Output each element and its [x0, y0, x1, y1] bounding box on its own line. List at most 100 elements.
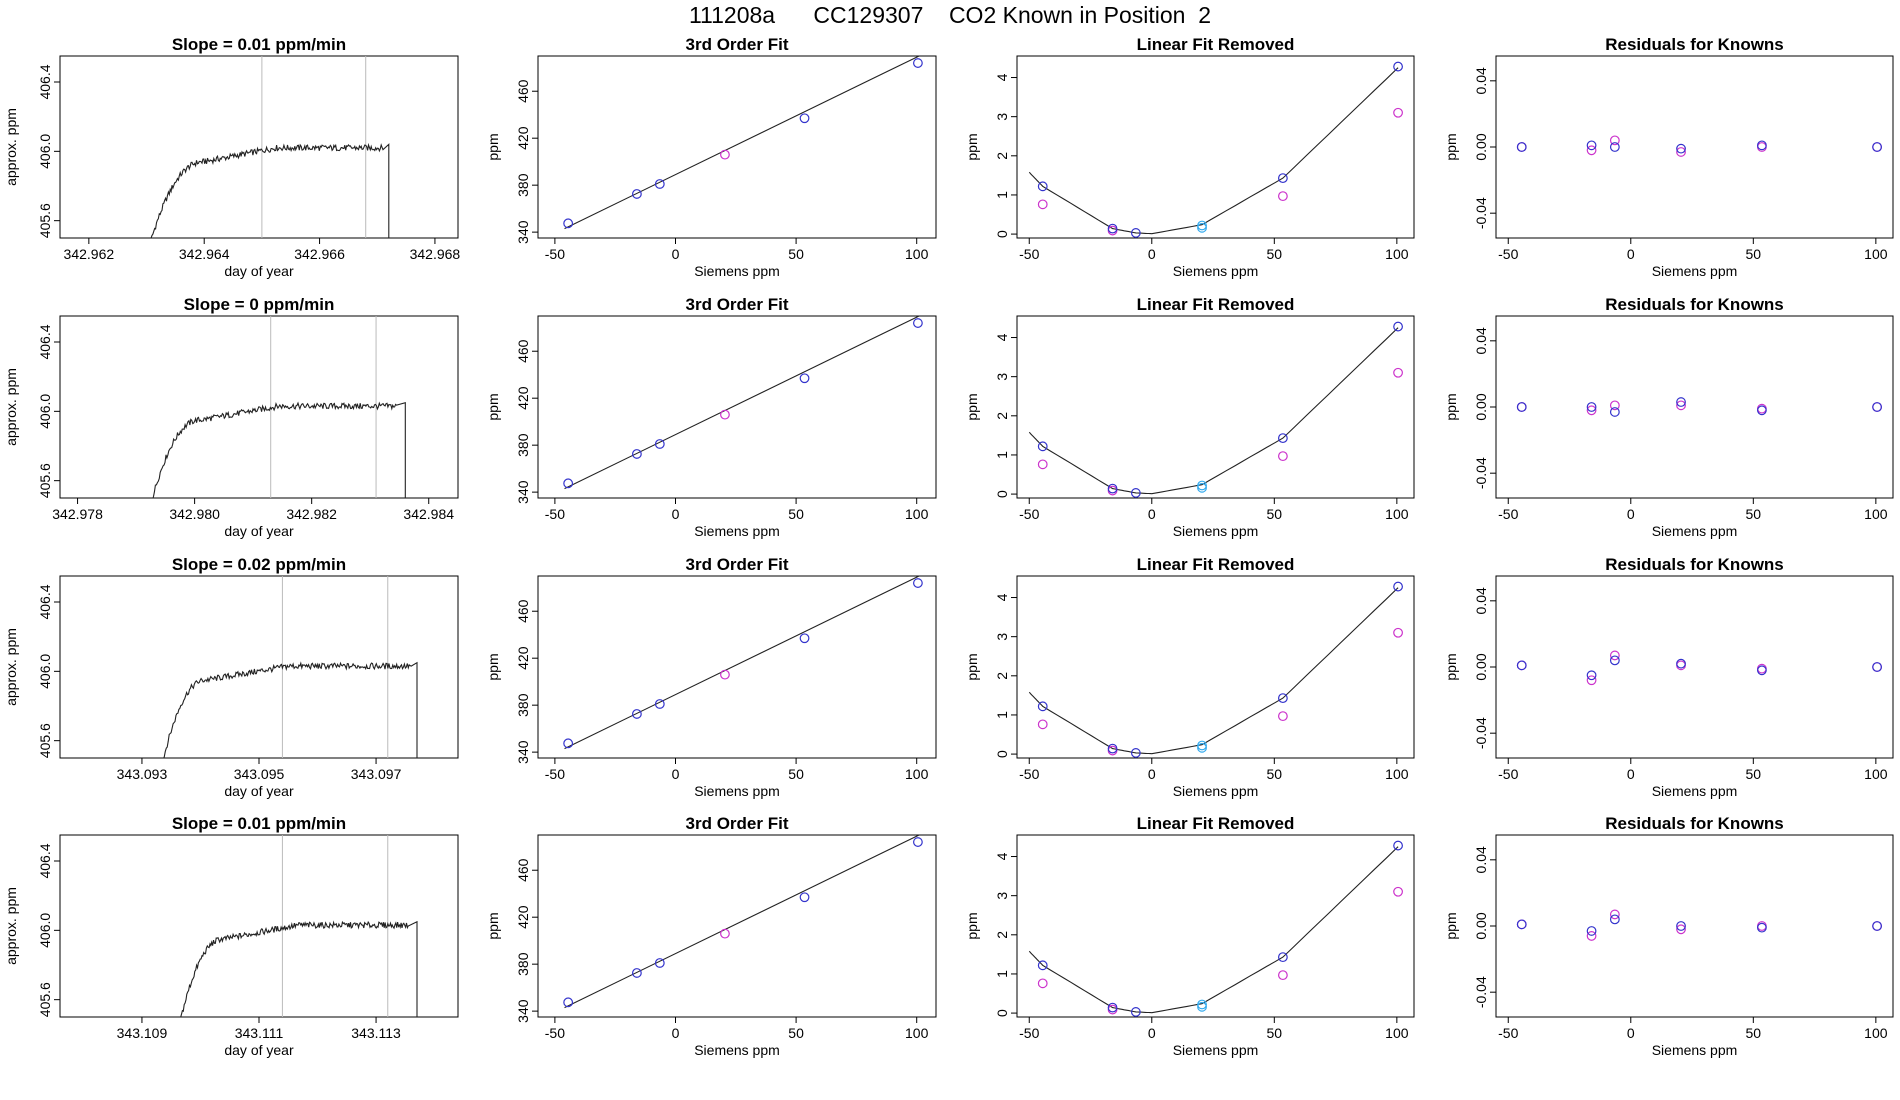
y-tick-label: 460 — [515, 339, 531, 363]
data-point — [799, 633, 810, 644]
plot-area — [180, 835, 418, 1017]
x-axis-label: day of year — [224, 1042, 294, 1058]
x-tick-label: 343.113 — [351, 1025, 401, 1041]
y-axis-label: ppm — [485, 393, 501, 420]
y-tick-label: 1 — [994, 191, 1010, 199]
x-axis-label: Siemens ppm — [1652, 783, 1738, 799]
data-point — [1586, 926, 1597, 936]
plot-area — [163, 576, 418, 758]
plot-frame — [537, 55, 937, 239]
y-axis-label: approx. ppm — [3, 108, 19, 186]
y-tick-label: -0.04 — [1473, 717, 1489, 749]
x-axis-label: day of year — [224, 523, 294, 539]
x-tick-label: 100 — [1385, 246, 1409, 262]
plot-area — [1516, 397, 1882, 417]
fit-curve — [1028, 846, 1399, 1014]
panel-title: Linear Fit Removed — [1137, 814, 1295, 833]
x-tick-label: 342.964 — [179, 246, 230, 262]
data-point — [1393, 321, 1403, 332]
panel-title: Residuals for Knowns — [1605, 295, 1784, 314]
data-point — [1197, 222, 1207, 233]
data-point — [1037, 459, 1048, 470]
data-point — [1676, 924, 1686, 935]
data-point — [563, 218, 574, 229]
x-tick-label: 50 — [1746, 1025, 1762, 1041]
fit-curve — [1028, 67, 1399, 235]
data-point — [1197, 742, 1207, 753]
x-tick-label: 342.984 — [403, 506, 454, 522]
data-point — [1277, 952, 1288, 963]
data-point — [1586, 405, 1597, 416]
data-point — [1107, 1004, 1118, 1015]
data-point — [1586, 675, 1597, 686]
data-point — [1676, 400, 1686, 411]
y-axis-label: ppm — [485, 912, 501, 939]
x-axis-label: Siemens ppm — [694, 1042, 780, 1058]
data-point — [1277, 191, 1288, 202]
y-tick-label: 460 — [515, 79, 531, 103]
plot-area — [152, 316, 406, 498]
x-tick-label: -50 — [545, 1025, 565, 1041]
y-tick-label: 0 — [994, 490, 1010, 498]
data-point — [654, 699, 665, 709]
x-tick-label: -50 — [1019, 246, 1039, 262]
y-tick-label: -0.04 — [1473, 976, 1489, 1008]
data-point — [1107, 743, 1118, 754]
y-tick-label: 2 — [994, 672, 1010, 680]
data-point — [1756, 140, 1767, 151]
panel-3-4: Residuals for Knowns -50 0 50 100 -0.04 0.00 0.… — [1443, 555, 1894, 799]
data-point — [1609, 400, 1620, 411]
data-point — [1037, 701, 1048, 712]
y-tick-label: 3 — [994, 113, 1010, 121]
panel-1-2: 3rd Order Fit -50 0 50 100 340 380 420 460 Siemen… — [485, 35, 937, 279]
data-point — [1516, 142, 1527, 152]
plot-frame — [537, 315, 937, 499]
x-tick-label: 100 — [1864, 1025, 1888, 1041]
x-axis-label: day of year — [224, 783, 294, 799]
data-point — [1130, 488, 1141, 498]
y-tick-label: 406.4 — [37, 843, 53, 878]
data-point — [1609, 135, 1620, 146]
x-tick-label: 100 — [905, 246, 929, 262]
y-tick-label: 340 — [515, 740, 531, 764]
data-point — [1107, 223, 1118, 234]
series-line — [163, 661, 418, 758]
data-point — [1037, 181, 1048, 192]
y-tick-label: 3 — [994, 633, 1010, 641]
plot-area — [1028, 581, 1403, 758]
panel-title: Residuals for Knowns — [1605, 555, 1784, 574]
y-tick-label: 0 — [994, 750, 1010, 758]
x-axis-label: Siemens ppm — [1652, 263, 1738, 279]
data-point — [654, 439, 665, 449]
data-point — [1277, 433, 1288, 444]
data-point — [1756, 922, 1767, 933]
y-axis-label: ppm — [1443, 912, 1459, 939]
plot-area — [1516, 650, 1882, 686]
plot-frame — [59, 55, 459, 239]
data-point — [1586, 670, 1597, 681]
data-point — [1277, 693, 1288, 704]
x-tick-label: -50 — [1498, 506, 1518, 522]
x-tick-label: 343.109 — [117, 1025, 168, 1041]
y-tick-label: 380 — [515, 693, 531, 717]
plot-area — [1028, 61, 1403, 238]
fit-line — [564, 316, 920, 490]
panel-2-3: Linear Fit Removed -50 0 50 100 0 1 2 3 4 Siemens … — [964, 295, 1415, 539]
data-point — [1872, 921, 1882, 931]
data-point — [720, 669, 730, 680]
x-tick-label: 343.097 — [351, 766, 402, 782]
plot-frame — [1016, 55, 1415, 239]
y-tick-label: -0.04 — [1473, 457, 1489, 489]
y-tick-label: 3 — [994, 373, 1010, 381]
panel-title: Residuals for Knowns — [1605, 35, 1784, 54]
x-tick-label: 0 — [672, 1025, 680, 1041]
y-tick-label: 340 — [515, 999, 531, 1023]
panel-4-1: Slope = 0.01 ppm/min 343.109 343.111 343.11… — [3, 814, 459, 1058]
data-point — [1197, 482, 1207, 493]
panel-title: Slope = 0 ppm/min — [184, 295, 335, 314]
data-point — [1393, 840, 1403, 851]
y-axis-label: ppm — [964, 393, 980, 420]
panel-3-2: 3rd Order Fit -50 0 50 100 340 380 420 460 Siemen… — [485, 555, 937, 799]
data-point — [720, 149, 730, 160]
data-point — [1037, 441, 1048, 452]
